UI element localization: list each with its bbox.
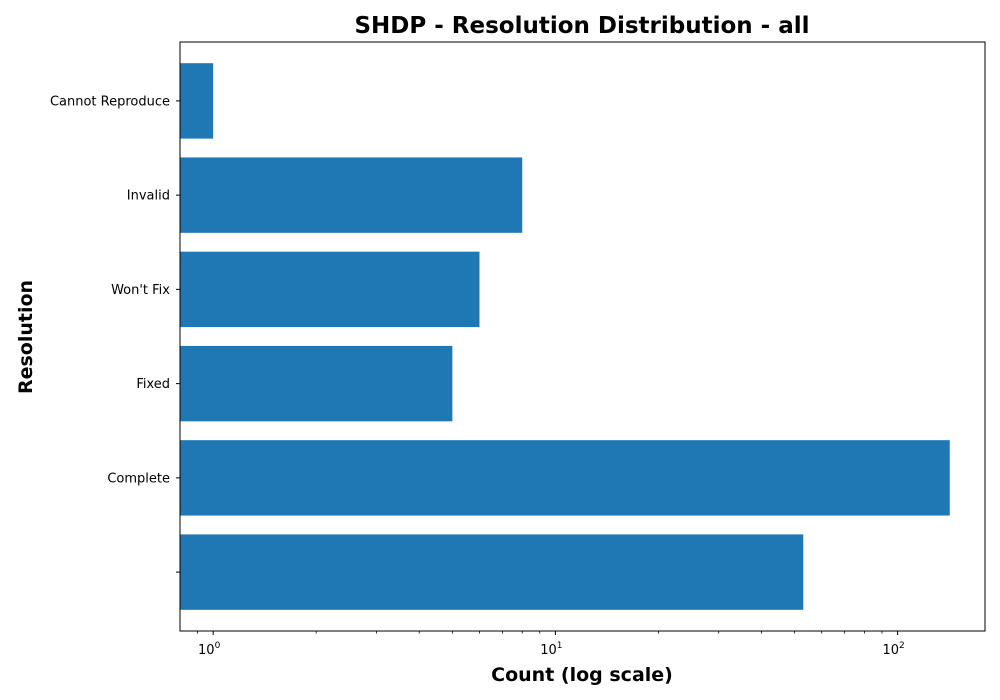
chart-title: SHDP - Resolution Distribution - all [354,13,809,39]
plot-frame [179,41,986,632]
x-tick-label: 101 [540,641,562,658]
y-tick-label: Cannot Reproduce [50,94,170,109]
bar [180,534,804,610]
bar [180,63,214,139]
bar [180,345,453,422]
x-axis-label: Count (log scale) [491,664,673,686]
y-axis-label: Resolution [15,280,37,394]
bar [180,440,950,516]
y-tick-label: Invalid [127,189,170,204]
plot-area: Cannot Reproduce Invalid Won't Fix Fixed Com… [50,41,986,658]
bar [180,157,523,233]
y-tick-label: Won't Fix [111,283,170,298]
y-tick-label: Complete [107,471,170,486]
bar [180,251,480,328]
y-tick-label: Fixed [136,377,170,392]
x-tick-label: 100 [198,641,221,658]
x-tick-label: 102 [882,641,904,658]
